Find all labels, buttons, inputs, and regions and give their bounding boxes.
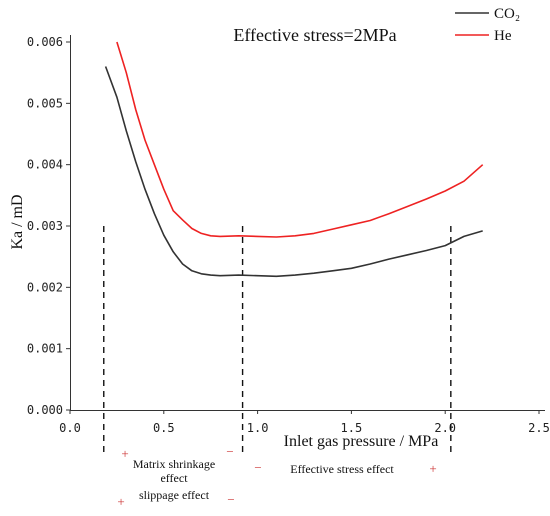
x-tick-label: 1.0 — [247, 421, 269, 435]
y-tick-label: 0.005 — [27, 96, 63, 110]
reference-lines — [103, 226, 452, 456]
effective-stress-effect-label: Effective stress effect — [290, 462, 394, 476]
y-tick-label: 0.003 — [27, 219, 63, 233]
x-tick-label: 0.5 — [153, 421, 175, 435]
y-tick-label: 0.001 — [27, 342, 63, 356]
minus-sign-slippage: − — [227, 492, 234, 507]
y-axis-ticks: 0.000 0.001 0.002 0.003 0.004 0.005 0.006 — [27, 35, 70, 417]
plus-sign-slippage: + — [117, 494, 124, 509]
y-tick-label: 0.004 — [27, 158, 63, 172]
x-axis-ticks: 0.0 0.5 1.0 1.5 2.0 2.5 — [59, 410, 550, 435]
series-group — [104, 41, 484, 278]
y-tick-label: 0.000 — [27, 403, 63, 417]
series-line-co2 — [104, 66, 483, 278]
series-line-he — [116, 41, 484, 238]
axes — [70, 35, 545, 411]
legend-label-he: He — [494, 28, 512, 44]
minus-sign-stress: − — [254, 460, 261, 475]
x-tick-label: 1.5 — [341, 421, 363, 435]
plus-sign-matrix: + — [121, 446, 128, 461]
plus-sign-stress: + — [429, 461, 436, 476]
annotations: Matrix shrinkage effect slippage effect … — [117, 444, 436, 509]
x-axis-label: Inlet gas pressure / MPa — [284, 433, 439, 450]
x-tick-label: 2.5 — [528, 421, 550, 435]
matrix-effect-label: effect — [160, 471, 188, 485]
matrix-shrinkage-label: Matrix shrinkage — [133, 457, 215, 471]
minus-sign-matrix: − — [226, 444, 233, 459]
y-tick-label: 0.006 — [27, 35, 63, 49]
y-axis-label: Ka / mD — [9, 194, 26, 249]
legend: CO₂ He — [455, 6, 520, 44]
y-tick-label: 0.002 — [27, 280, 63, 294]
x-tick-label: 0.0 — [59, 421, 81, 435]
chart-title: Effective stress=2MPa — [233, 25, 396, 45]
slippage-effect-label: slippage effect — [139, 488, 210, 502]
legend-label-co2: CO₂ — [494, 6, 520, 22]
